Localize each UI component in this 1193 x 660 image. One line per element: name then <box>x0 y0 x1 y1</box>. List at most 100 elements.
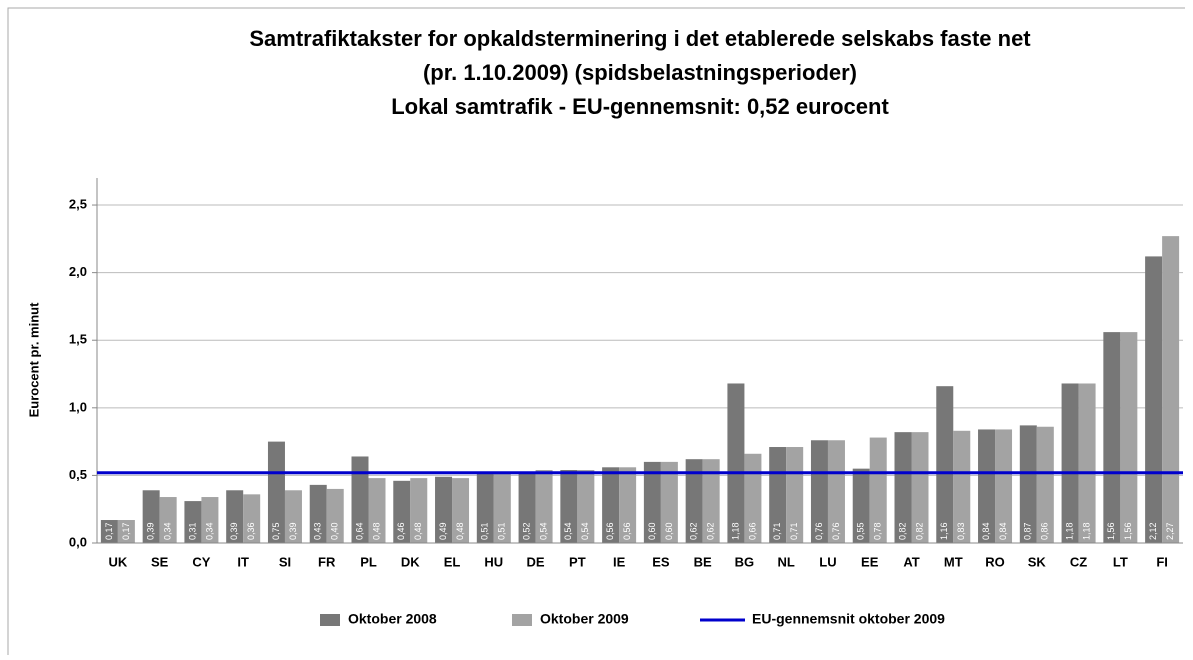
value-label: 0,49 <box>438 522 448 540</box>
legend-swatch <box>512 614 532 626</box>
bar <box>393 480 411 543</box>
legend-label: EU-gennemsnit oktober 2009 <box>752 611 945 627</box>
value-label: 0,54 <box>538 522 548 540</box>
bar <box>476 474 494 543</box>
bar <box>869 437 887 543</box>
y-tick-label: 1,5 <box>69 332 87 347</box>
x-tick-label: AT <box>903 554 919 569</box>
bar <box>435 476 453 543</box>
bar <box>159 497 177 543</box>
bar <box>326 488 344 543</box>
value-label: 0,39 <box>288 522 298 540</box>
value-label: 0,56 <box>622 522 632 540</box>
bar <box>142 490 160 543</box>
bar <box>267 441 285 543</box>
value-label: 0,39 <box>229 522 239 540</box>
x-tick-label: RO <box>985 554 1005 569</box>
value-label: 0,51 <box>480 522 490 540</box>
bar <box>619 467 637 543</box>
value-label: 1,56 <box>1106 522 1116 540</box>
x-tick-label: SE <box>151 554 169 569</box>
value-label: 0,60 <box>647 522 657 540</box>
x-tick-label: SI <box>279 554 291 569</box>
x-tick-label: BG <box>735 554 755 569</box>
value-label: 0,82 <box>897 522 907 540</box>
bar <box>117 520 135 543</box>
bar <box>1078 383 1096 543</box>
bar <box>744 453 762 543</box>
value-label: 0,83 <box>956 522 966 540</box>
legend-swatch <box>320 614 340 626</box>
bar <box>184 501 202 543</box>
bar <box>978 429 996 543</box>
chart-frame <box>7 7 1185 655</box>
value-label: 0,48 <box>371 522 381 540</box>
bar <box>1103 332 1121 543</box>
value-label: 0,34 <box>163 522 173 540</box>
bar <box>493 474 511 543</box>
value-label: 2,27 <box>1165 522 1175 540</box>
x-tick-label: CZ <box>1070 554 1087 569</box>
value-label: 0,71 <box>772 522 782 540</box>
value-label: 0,60 <box>664 522 674 540</box>
bar <box>560 470 578 543</box>
bar <box>894 432 912 543</box>
bar <box>1061 383 1079 543</box>
bar <box>368 478 386 543</box>
bar <box>936 386 954 543</box>
bar <box>518 472 536 543</box>
value-label: 0,86 <box>1040 522 1050 540</box>
value-label: 0,76 <box>814 522 824 540</box>
y-tick-label: 1,0 <box>69 399 87 414</box>
value-label: 0,46 <box>396 522 406 540</box>
bar <box>852 468 870 543</box>
x-tick-label: DK <box>401 554 420 569</box>
bar <box>452 478 470 543</box>
value-label: 0,17 <box>104 522 114 540</box>
value-label: 0,17 <box>121 522 131 540</box>
x-tick-label: EE <box>861 554 879 569</box>
bar <box>410 478 428 543</box>
bar <box>685 459 703 543</box>
x-tick-label: BE <box>694 554 712 569</box>
bar <box>201 497 219 543</box>
y-tick-label: 0,5 <box>69 467 87 482</box>
bar <box>643 461 661 543</box>
bar <box>602 467 620 543</box>
value-label: 0,66 <box>747 522 757 540</box>
value-label: 0,39 <box>146 522 156 540</box>
value-label: 0,40 <box>330 522 340 540</box>
value-label: 1,18 <box>1064 522 1074 540</box>
bar <box>535 470 553 543</box>
value-label: 0,31 <box>187 522 197 540</box>
bar <box>309 484 327 543</box>
value-label: 0,62 <box>706 522 716 540</box>
x-tick-label: IT <box>237 554 249 569</box>
x-tick-label: CY <box>192 554 210 569</box>
x-tick-label: UK <box>108 554 127 569</box>
value-label: 0,55 <box>856 522 866 540</box>
value-label: 0,56 <box>605 522 615 540</box>
value-label: 1,18 <box>730 522 740 540</box>
value-label: 1,16 <box>939 522 949 540</box>
x-tick-label: FR <box>318 554 336 569</box>
value-label: 0,54 <box>563 522 573 540</box>
bar <box>1019 425 1037 543</box>
bar <box>1120 332 1138 543</box>
value-label: 0,43 <box>313 522 323 540</box>
bar <box>727 383 745 543</box>
x-tick-label: DE <box>527 554 545 569</box>
chart-title: Samtrafiktakster for opkaldsterminering … <box>249 26 1031 51</box>
value-label: 1,18 <box>1081 522 1091 540</box>
bar <box>100 520 118 543</box>
value-label: 0,48 <box>455 522 465 540</box>
bar <box>226 490 244 543</box>
x-tick-label: LT <box>1113 554 1128 569</box>
y-axis-label: Eurocent pr. minut <box>26 302 41 418</box>
bar <box>243 494 261 543</box>
value-label: 0,78 <box>873 522 883 540</box>
legend-label: Oktober 2008 <box>348 611 437 627</box>
bar <box>953 430 971 543</box>
x-tick-label: PT <box>569 554 586 569</box>
